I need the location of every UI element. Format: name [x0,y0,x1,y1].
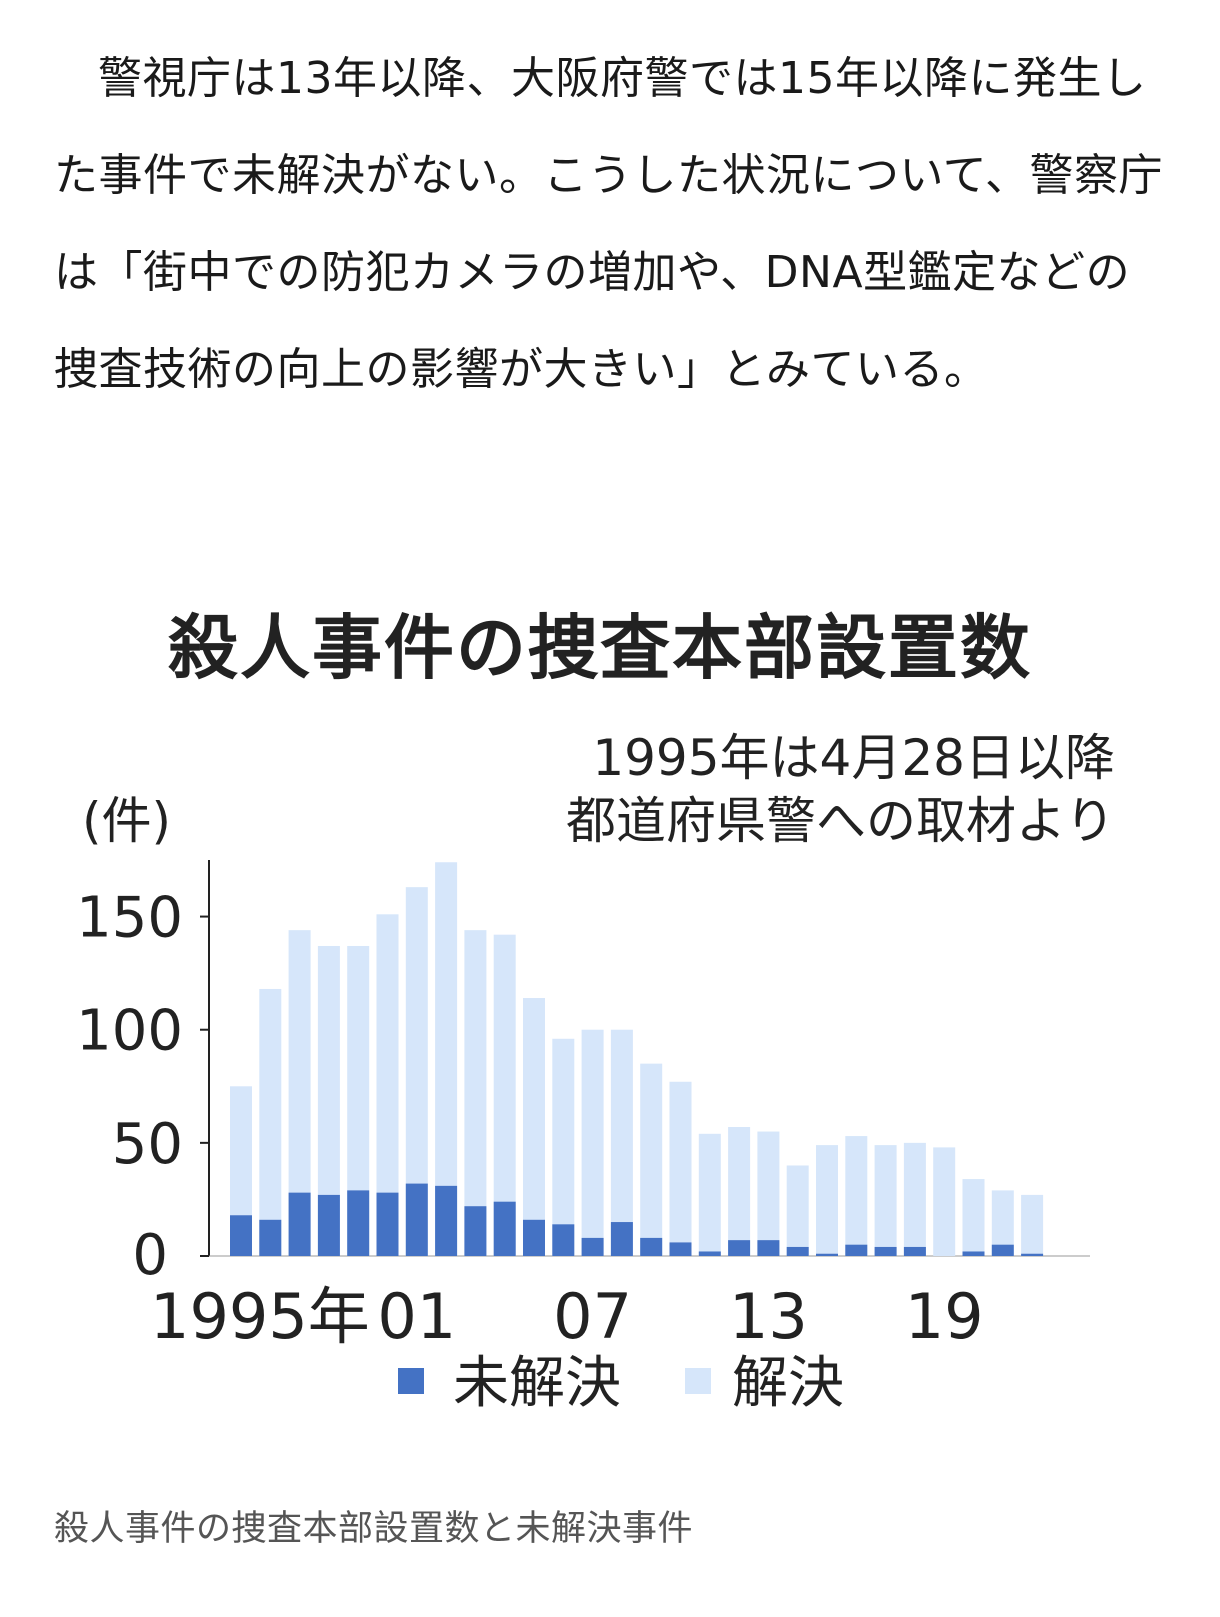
bar-solved-2017 [874,1145,897,1256]
bar-solved-2020 [962,1179,985,1256]
bar-solved-2002 [435,862,458,1256]
bar-solved-2012 [728,1127,751,1256]
bar-solved-1999 [347,945,370,1256]
bar-solved-2016 [845,1136,868,1256]
bar-solved-2010 [669,1081,692,1256]
bar-solved-2008 [610,1029,633,1256]
legend-swatch-unsolved [398,1368,424,1394]
bar-unsolved-2004 [493,1201,516,1256]
bar-unsolved-2005 [523,1219,545,1256]
legend-label-unsolved: 未解決 [453,1351,621,1416]
x-axis-ticks: 1995年 01 07 13 19 [150,1280,984,1353]
bar-solved-2006 [552,1038,575,1256]
bar-unsolved-1995 [230,1215,252,1256]
bar-unsolved-2006 [552,1224,575,1256]
bar-unsolved-2010 [669,1242,692,1256]
bar-solved-2003 [464,930,487,1256]
bar-unsolved-2007 [581,1237,604,1256]
article-paragraph: 警視庁は13年以降、大阪府警では15年以降に発生した事件で未解決がない。こうした… [54,53,1163,395]
chart-note-line2: 都道府県警への取材より [566,792,1115,850]
bar-unsolved-1996 [259,1219,282,1256]
bar-solved-2019 [933,1147,956,1256]
legend-label-solved: 解決 [732,1351,844,1416]
bar-unsolved-1998 [317,1194,340,1256]
bar-solved-1997 [288,930,311,1256]
article-text: 警視庁は13年以降、大阪府警では15年以降に発生した事件で未解決がない。こうした… [54,30,1174,418]
y-axis-unit-label: (件) [82,792,171,850]
x-tick-label: 1995年 [150,1280,370,1353]
x-tick-label: 07 [553,1280,632,1353]
bar-unsolved-2015 [816,1253,838,1256]
y-tick-label: 0 [132,1223,168,1288]
bar-unsolved-2009 [640,1237,663,1256]
chart-note-line1: 1995年は4月28日以降 [592,729,1115,787]
bar-unsolved-2018 [903,1246,926,1256]
bar-unsolved-2003 [464,1206,487,1256]
x-tick-label: 19 [905,1280,984,1353]
bar-unsolved-2014 [786,1246,809,1256]
bar-solved-2022 [1021,1194,1044,1256]
legend-swatch-solved [685,1368,711,1394]
bar-unsolved-2022 [1021,1253,1044,1256]
bar-unsolved-2020 [962,1251,985,1256]
bar-solved-2004 [493,934,516,1256]
chart-legend: 未解決 解決 [398,1351,844,1416]
bar-unsolved-2021 [991,1244,1014,1256]
chart-figure: 殺人事件の捜査本部設置数 1995年は4月28日以降 都道府県警への取材より (… [0,590,1220,1490]
bar-unsolved-2002 [435,1185,458,1256]
bar-unsolved-1999 [347,1190,370,1256]
bar-group [230,862,1044,1256]
bar-solved-2007 [581,1029,604,1256]
bar-solved-2000 [376,914,399,1256]
bar-solved-2018 [903,1142,926,1256]
bar-unsolved-2013 [757,1240,780,1256]
stacked-bar-chart: 殺人事件の捜査本部設置数 1995年は4月28日以降 都道府県警への取材より (… [76,607,1115,1416]
bar-solved-2009 [640,1063,663,1256]
bar-solved-2013 [757,1131,780,1256]
y-tick-label: 100 [76,999,183,1064]
bar-unsolved-2012 [728,1240,751,1256]
bar-solved-2015 [816,1145,838,1256]
bar-solved-2005 [523,998,545,1256]
y-tick-label: 150 [76,886,183,951]
bar-solved-2021 [991,1190,1014,1256]
x-tick-label: 01 [377,1280,456,1353]
bar-unsolved-2016 [845,1244,868,1256]
bar-unsolved-2000 [376,1192,399,1256]
bar-unsolved-2008 [610,1222,633,1256]
y-tick-label: 50 [112,1112,183,1177]
bar-unsolved-1997 [288,1192,311,1256]
x-tick-label: 13 [729,1280,808,1353]
bar-unsolved-2011 [698,1251,721,1256]
bar-unsolved-2001 [405,1183,428,1256]
bar-solved-1998 [317,945,340,1256]
y-axis-ticks: 0 50 100 150 [76,886,209,1288]
chart-title: 殺人事件の捜査本部設置数 [168,607,1032,689]
bar-solved-1995 [230,1086,252,1256]
bar-unsolved-2017 [874,1246,897,1256]
bar-solved-1996 [259,988,282,1256]
bar-solved-2001 [405,887,428,1256]
bar-solved-2014 [786,1165,809,1256]
bar-solved-2011 [698,1133,721,1256]
figure-caption: 殺人事件の捜査本部設置数と未解決事件 [54,1509,694,1549]
